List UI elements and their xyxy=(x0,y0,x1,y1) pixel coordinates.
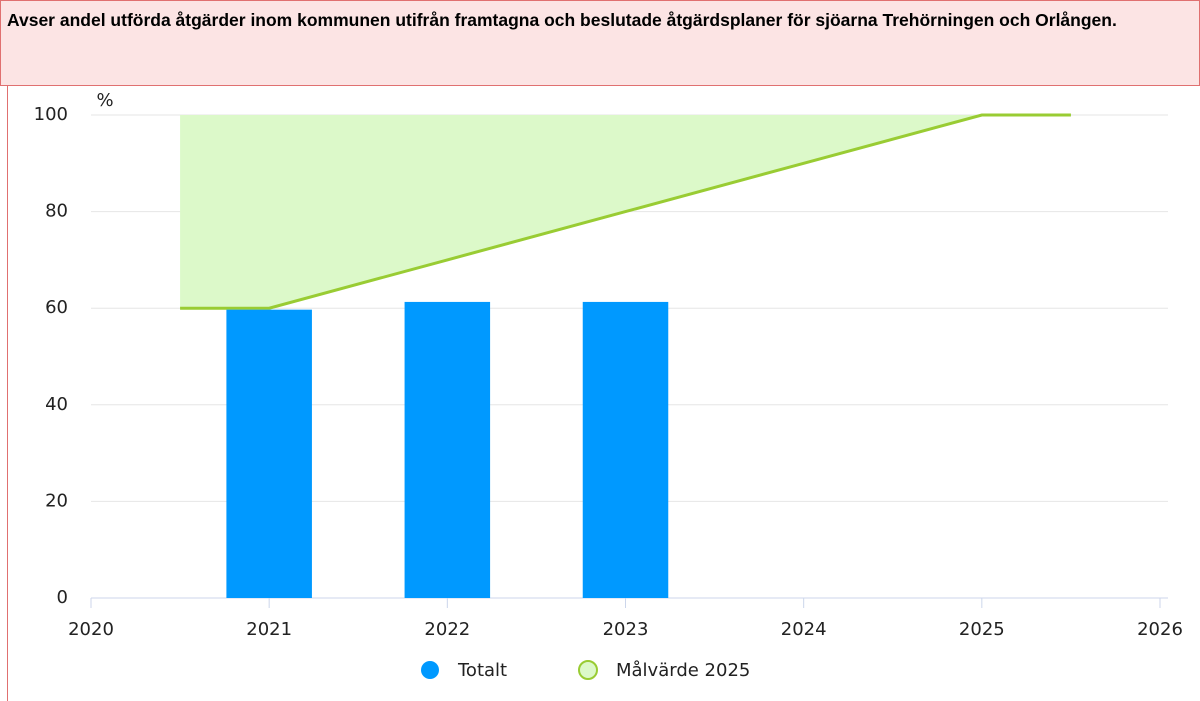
target-line xyxy=(180,113,1071,310)
y-tick-label: 100 xyxy=(34,104,68,125)
y-axis-label: % xyxy=(96,90,113,111)
x-tick-label: 2021 xyxy=(246,619,292,640)
bar xyxy=(404,301,491,598)
chart-title: Avser andel utförda åtgärder inom kommun… xyxy=(0,0,1200,86)
legend-marker xyxy=(578,660,598,680)
x-tick-label: 2024 xyxy=(781,619,827,640)
x-tick-label: 2022 xyxy=(424,619,470,640)
bar xyxy=(582,301,669,598)
legend-marker xyxy=(421,661,439,679)
x-tick-label: 2025 xyxy=(959,619,1005,640)
border-line xyxy=(7,85,8,701)
x-tick-label: 2020 xyxy=(68,619,114,640)
x-tick-label: 2026 xyxy=(1137,619,1183,640)
y-tick-label: 20 xyxy=(45,490,68,511)
y-tick-label: 0 xyxy=(57,587,68,608)
y-tick-label: 80 xyxy=(45,201,68,222)
bar xyxy=(226,309,312,598)
y-tick-label: 40 xyxy=(45,394,68,415)
legend-label: Totalt xyxy=(457,660,507,681)
y-tick-label: 60 xyxy=(45,297,68,318)
x-tick-label: 2023 xyxy=(603,619,649,640)
legend-label: Målvärde 2025 xyxy=(616,660,750,681)
